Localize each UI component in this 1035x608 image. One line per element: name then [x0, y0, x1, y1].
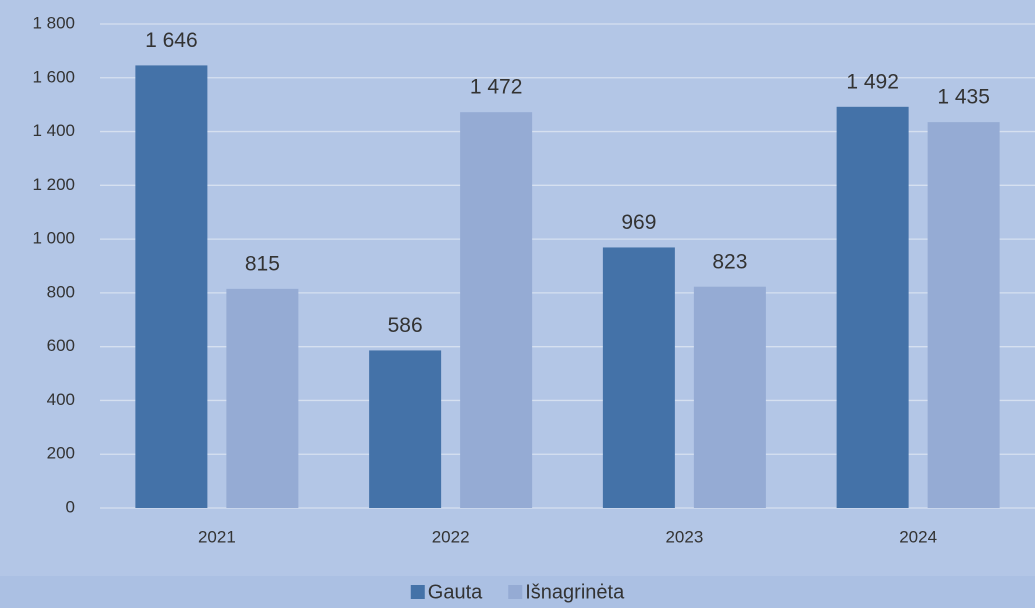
bar: [602, 247, 675, 509]
value-label: 1 472: [470, 76, 523, 99]
bar: [693, 286, 766, 508]
value-label: 823: [712, 250, 747, 273]
y-tick-label: 1 200: [32, 175, 75, 194]
x-tick-label: 2022: [432, 527, 470, 546]
value-label: 586: [388, 314, 423, 337]
bar: [836, 106, 909, 508]
y-tick-label: 400: [47, 390, 75, 409]
legend-label: Gauta: [428, 581, 483, 603]
y-tick-label: 800: [47, 282, 75, 301]
y-tick-label: 1 000: [32, 229, 75, 248]
bar: [369, 350, 442, 508]
bar: [226, 288, 299, 508]
x-tick-label: 2021: [198, 527, 236, 546]
y-tick-label: 1 600: [32, 67, 75, 86]
x-tick-label: 2023: [665, 527, 703, 546]
y-tick-label: 200: [47, 444, 75, 463]
bar: [135, 65, 208, 509]
y-tick-label: 1 400: [32, 121, 75, 140]
value-label: 1 492: [846, 70, 899, 93]
value-label: 1 435: [937, 86, 990, 109]
legend-swatch: [410, 585, 425, 599]
legend-label: Išnagrinėta: [525, 581, 625, 603]
y-tick-label: 1 800: [32, 13, 75, 32]
bar: [927, 122, 1000, 509]
y-tick-label: 0: [66, 497, 75, 516]
bar: [460, 112, 533, 508]
value-label: 969: [621, 211, 656, 234]
value-label: 1 646: [145, 29, 198, 52]
y-tick-label: 600: [47, 336, 75, 355]
value-label: 815: [245, 252, 280, 275]
legend-swatch: [508, 585, 523, 599]
x-tick-label: 2024: [899, 527, 937, 546]
